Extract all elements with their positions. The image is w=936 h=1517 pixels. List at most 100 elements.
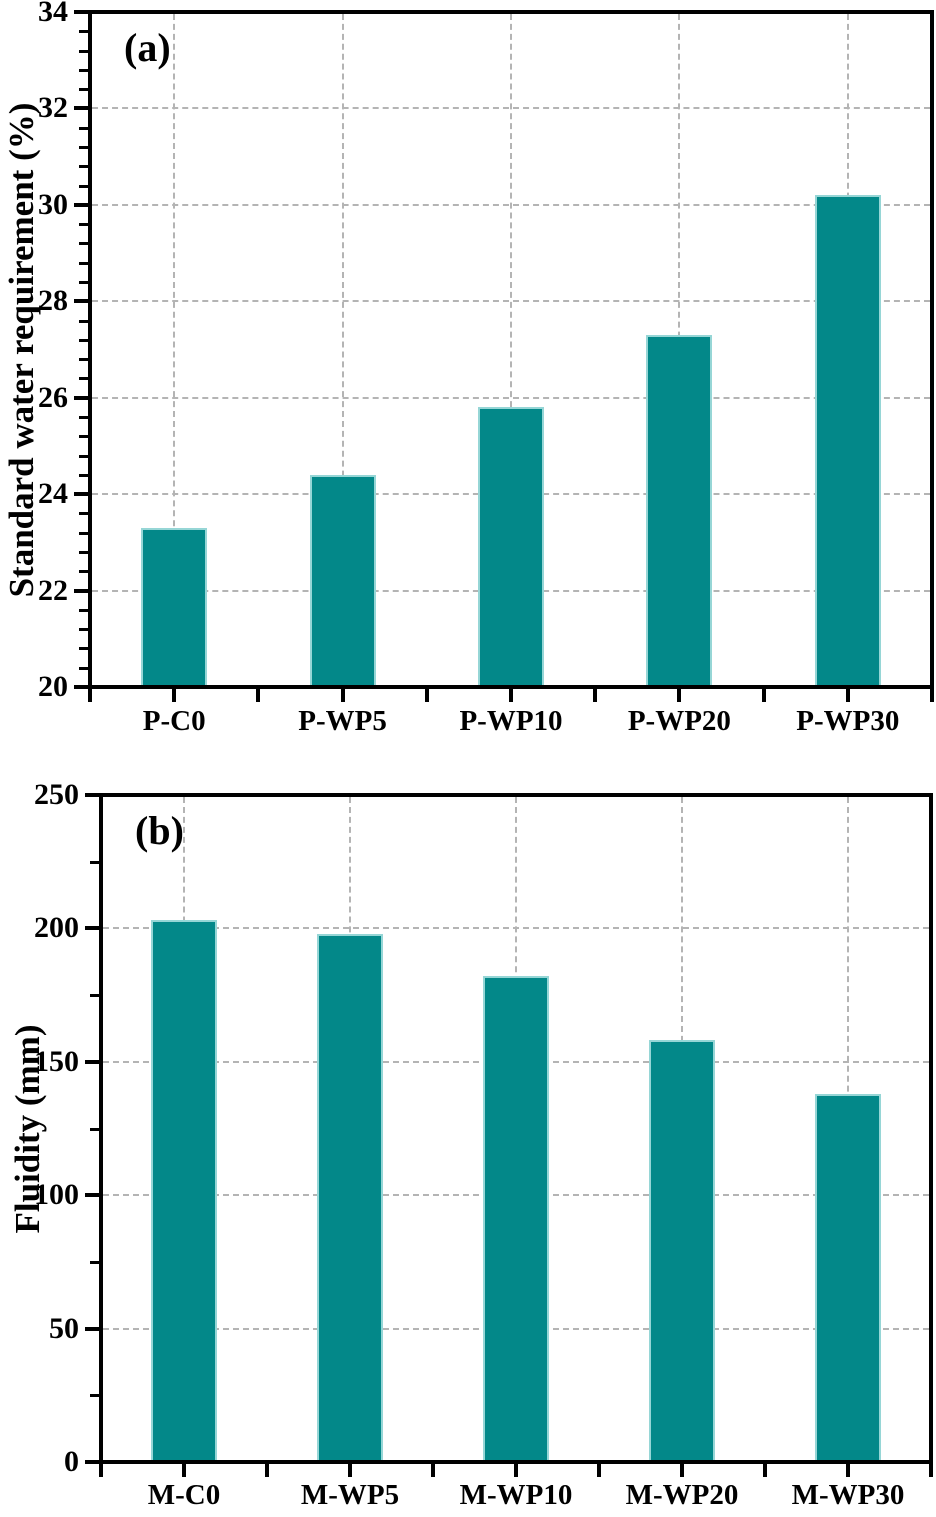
- bar-M-WP5: [317, 933, 383, 1462]
- y-tick-label: 0: [64, 1445, 79, 1478]
- y-tick-label: 24: [38, 477, 68, 511]
- x-tick-center: [509, 689, 513, 702]
- y-tick-minor: [79, 531, 88, 535]
- x-tick-center: [845, 689, 850, 702]
- bar-M-C0: [151, 920, 217, 1462]
- x-category-label: P-WP10: [459, 705, 563, 737]
- x-category-label: M-WP10: [459, 1479, 573, 1511]
- y-tick-minor: [90, 1260, 99, 1264]
- gridline-v: [341, 14, 344, 685]
- y-tick-minor: [79, 68, 88, 72]
- y-tick-label: 28: [38, 284, 68, 318]
- y-tick-minor: [90, 1127, 99, 1131]
- x-category-label: P-WP30: [796, 705, 900, 737]
- y-tick-minor: [79, 184, 88, 188]
- y-tick-minor: [79, 319, 88, 323]
- x-tick-boundary: [88, 689, 92, 702]
- x-tick-center: [680, 1464, 684, 1477]
- y-tick-major: [74, 588, 88, 593]
- y-tick-major: [74, 492, 88, 497]
- x-category-label: M-WP20: [625, 1479, 739, 1511]
- y-tick-label: 34: [38, 0, 68, 28]
- y-tick-minor: [79, 454, 88, 458]
- y-tick-minor: [79, 242, 88, 246]
- y-tick-minor: [79, 146, 88, 149]
- bar-P-C0: [141, 527, 208, 687]
- x-category-label: M-WP5: [300, 1479, 400, 1511]
- y-tick-minor: [79, 126, 88, 130]
- plot-box: [88, 10, 934, 689]
- y-tick-minor: [79, 338, 88, 342]
- y-tick-minor: [79, 647, 88, 651]
- y-tick-minor: [79, 88, 88, 92]
- bar-P-WP30: [814, 195, 881, 687]
- x-tick-center: [514, 1464, 518, 1477]
- gridline-v: [510, 14, 512, 685]
- y-tick-minor: [79, 358, 88, 362]
- y-tick-label: 20: [38, 670, 68, 703]
- bar-M-WP10: [483, 976, 549, 1462]
- y-axis-title-b: Fluidity (mm): [8, 1024, 47, 1234]
- y-tick-minor: [79, 49, 88, 53]
- y-tick-label: 30: [38, 187, 68, 221]
- y-tick-minor: [79, 666, 88, 670]
- y-tick-minor: [79, 570, 88, 574]
- y-tick-minor: [79, 223, 88, 227]
- bar-P-WP20: [646, 335, 713, 687]
- y-tick-label: 50: [49, 1311, 79, 1345]
- y-tick-minor: [79, 377, 88, 381]
- bar-P-WP5: [309, 474, 376, 687]
- x-tick-boundary: [597, 1464, 601, 1477]
- panel-label-b: (b): [135, 808, 184, 853]
- y-tick-major: [85, 1059, 99, 1064]
- x-tick-boundary: [763, 1464, 767, 1477]
- x-tick-boundary: [424, 689, 429, 702]
- y-tick-minor: [79, 416, 88, 419]
- y-tick-minor: [79, 435, 88, 439]
- y-tick-label: 200: [34, 911, 79, 945]
- y-tick-major: [74, 106, 88, 111]
- y-tick-major: [85, 926, 99, 931]
- x-tick-center: [340, 689, 345, 702]
- x-tick-boundary: [265, 1464, 269, 1477]
- y-tick-label: 26: [38, 380, 68, 414]
- y-tick-minor: [90, 860, 99, 864]
- x-tick-center: [172, 689, 177, 702]
- x-category-label: M-C0: [147, 1479, 221, 1511]
- y-tick-major: [85, 1460, 99, 1464]
- x-tick-center: [182, 1464, 186, 1477]
- y-tick-major: [74, 10, 88, 14]
- x-tick-boundary: [593, 689, 598, 702]
- y-tick-major: [85, 1326, 99, 1331]
- y-tick-label: 150: [34, 1044, 79, 1078]
- y-tick-major: [74, 395, 88, 400]
- x-tick-boundary: [930, 689, 934, 702]
- panel-label-a: (a): [124, 25, 171, 70]
- x-category-label: P-WP20: [627, 705, 731, 737]
- bar-M-WP30: [815, 1093, 881, 1462]
- x-tick-center: [677, 689, 682, 702]
- x-category-label: M-WP30: [791, 1479, 905, 1511]
- y-tick-major: [85, 1193, 99, 1198]
- y-tick-minor: [79, 512, 88, 516]
- x-tick-center: [846, 1464, 850, 1477]
- y-tick-minor: [90, 994, 99, 998]
- y-tick-major: [74, 299, 88, 304]
- y-tick-minor: [79, 608, 88, 612]
- y-tick-minor: [79, 281, 88, 284]
- plot-box: [99, 793, 933, 1464]
- x-tick-boundary: [431, 1464, 435, 1477]
- y-tick-major: [74, 685, 88, 689]
- y-tick-minor: [90, 1394, 99, 1398]
- y-tick-minor: [79, 165, 88, 169]
- y-tick-minor: [79, 261, 88, 265]
- x-tick-boundary: [929, 1464, 933, 1477]
- y-tick-minor: [79, 473, 88, 477]
- x-category-label: P-WP5: [298, 705, 387, 737]
- x-category-label: P-C0: [142, 705, 206, 737]
- y-tick-label: 250: [34, 778, 79, 811]
- y-tick-label: 100: [34, 1178, 79, 1212]
- y-tick-label: 32: [38, 91, 68, 125]
- bar-P-WP10: [478, 407, 544, 687]
